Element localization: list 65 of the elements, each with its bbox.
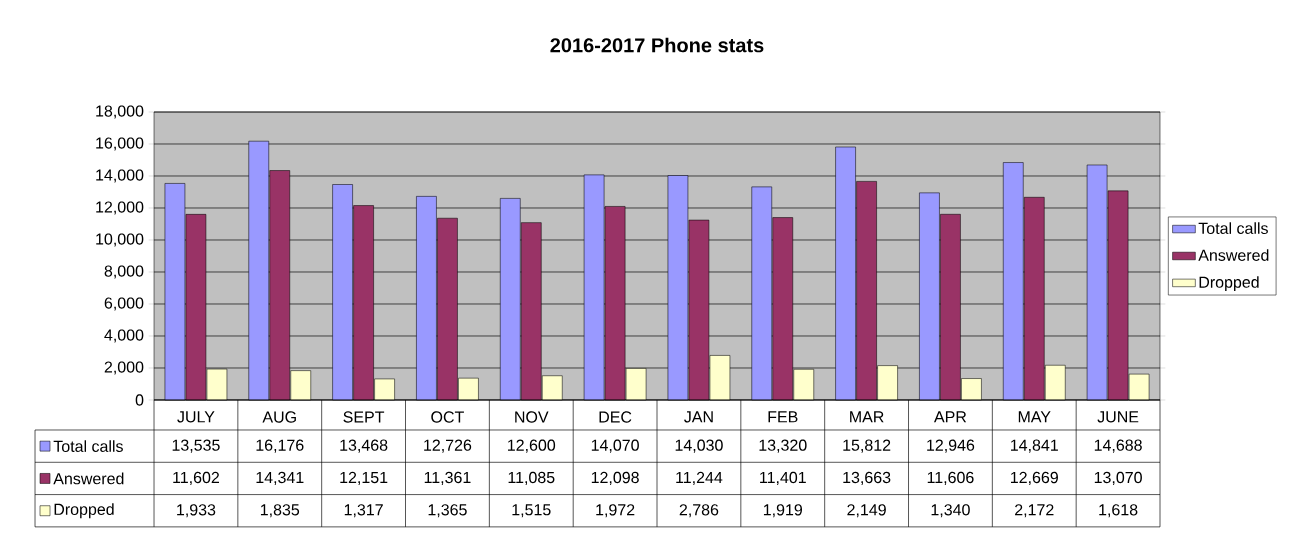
x-tick-label: MAR <box>850 411 884 423</box>
data-label: 14,688 <box>1094 439 1142 453</box>
data-label: 1,919 <box>763 504 803 518</box>
data-label: 2,172 <box>1015 504 1054 518</box>
y-tick-label: 10,000 <box>96 233 144 247</box>
data-label: 1,515 <box>512 504 551 518</box>
y-tick-label: 0 <box>135 394 144 406</box>
data-label: 1,972 <box>596 504 635 518</box>
x-tick-label: JAN <box>684 411 713 423</box>
data-label: 1,933 <box>177 504 216 518</box>
data-label: 11,606 <box>927 471 974 486</box>
data-label: 13,468 <box>340 439 388 453</box>
data-label: 1,317 <box>344 504 383 518</box>
x-tick-label: SEPT <box>343 411 385 423</box>
legend-label: Dropped <box>1199 276 1259 292</box>
x-tick-label: JULY <box>177 411 215 423</box>
data-label: 14,030 <box>675 439 723 453</box>
data-label: 1,340 <box>931 504 970 518</box>
data-label: 1,618 <box>1099 504 1138 518</box>
data-label: 2,149 <box>847 504 886 518</box>
data-label: 12,946 <box>927 439 975 453</box>
y-tick-label: 12,000 <box>96 201 144 215</box>
x-tick-label: NOV <box>515 411 549 423</box>
data-label: 16,176 <box>256 439 304 453</box>
data-label: 13,663 <box>843 471 891 486</box>
y-tick-label: 2,000 <box>104 361 144 375</box>
data-label: 12,726 <box>424 439 472 453</box>
text: Total calls <box>1198 222 1268 235</box>
text: Dropped <box>54 503 114 519</box>
x-tick-label: JUNE <box>1097 411 1139 423</box>
x-tick-label: AUG <box>262 411 296 423</box>
data-label: 14,341 <box>256 471 304 486</box>
data-label: 11,361 <box>424 471 471 486</box>
data-label: 13,320 <box>759 439 807 453</box>
x-tick-label: FEB <box>768 411 798 423</box>
y-tick-label: 6,000 <box>104 297 144 311</box>
data-label: 2,786 <box>679 504 719 518</box>
x-tick-label: OCT <box>431 411 464 423</box>
data-label: 13,535 <box>172 439 220 453</box>
data-label: 11,401 <box>760 471 806 486</box>
data-label: 11,085 <box>508 471 555 486</box>
data-label: 1,835 <box>260 504 300 518</box>
y-tick-label: 18,000 <box>96 105 144 119</box>
x-tick-label: MAY <box>1018 411 1051 423</box>
data-label: 14,841 <box>1011 439 1058 453</box>
y-tick-label: 8,000 <box>104 265 144 279</box>
y-tick-label: 4,000 <box>104 329 144 343</box>
legend-label: Answered <box>1198 249 1269 261</box>
text: Answered <box>53 472 124 485</box>
data-label: 14,070 <box>591 439 639 453</box>
x-tick-label: APR <box>933 411 967 423</box>
data-label: 15,812 <box>843 439 891 453</box>
data-label: 11,602 <box>173 471 219 486</box>
chart-title: 2016-2017 Phone stats <box>550 37 764 53</box>
x-tick-label: DEC <box>599 411 632 423</box>
data-label: 12,669 <box>1011 471 1058 486</box>
y-tick-label: 14,000 <box>96 169 144 183</box>
y-tick-label: 16,000 <box>96 137 144 151</box>
data-label: 1,365 <box>428 504 467 518</box>
data-label: 12,151 <box>340 471 388 486</box>
data-label: 11,244 <box>676 471 723 486</box>
data-label: 12,098 <box>591 471 639 486</box>
data-label: 12,600 <box>508 439 556 453</box>
data-label: 13,070 <box>1094 471 1142 486</box>
legend-label: Total calls <box>53 440 123 452</box>
